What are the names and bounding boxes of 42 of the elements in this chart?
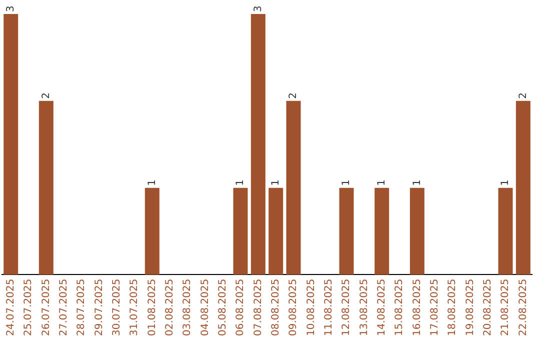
x-tick-label: 20.08.2025 [482, 278, 494, 336]
data-label: 1 [500, 179, 512, 186]
x-tick-label: 14.08.2025 [376, 278, 388, 336]
x-tick-label: 28.07.2025 [76, 278, 88, 336]
x-tick-label: 22.08.2025 [518, 278, 529, 336]
x-tick-label: 21.08.2025 [500, 278, 512, 336]
x-tick-label: 08.08.2025 [270, 278, 282, 336]
x-tick-label: 18.08.2025 [447, 278, 458, 336]
x-tick-label: 07.08.2025 [252, 278, 264, 336]
data-label: 2 [288, 92, 300, 99]
x-tick-label: 26.07.2025 [40, 278, 52, 336]
x-tick-label: 03.08.2025 [182, 278, 194, 336]
x-tick-label: 11.08.2025 [323, 278, 334, 336]
x-tick-label: 10.08.2025 [306, 278, 317, 336]
x-tick-label: 12.08.2025 [341, 278, 352, 336]
x-tick-label: 29.07.2025 [94, 278, 105, 336]
data-label: 1 [270, 179, 282, 186]
x-tick-label: 05.08.2025 [217, 278, 228, 336]
x-tick-label: 19.08.2025 [464, 278, 476, 336]
x-tick-label: 06.08.2025 [235, 278, 246, 336]
x-tick-label: 04.08.2025 [200, 278, 211, 336]
x-tick-label: 02.08.2025 [164, 278, 176, 336]
x-tick-label: 15.08.2025 [394, 278, 406, 336]
x-tick-label: 01.08.2025 [146, 278, 158, 336]
x-tick-label: 09.08.2025 [288, 278, 300, 336]
x-tick-label: 27.07.2025 [58, 278, 70, 336]
data-label: 1 [412, 179, 423, 186]
x-tick-label: 24.07.2025 [5, 278, 16, 336]
data-label: 1 [146, 179, 158, 186]
x-tick-label: 13.08.2025 [358, 278, 370, 336]
data-label: 3 [252, 6, 264, 12]
data-label: 2 [40, 92, 52, 99]
data-label: 2 [518, 92, 529, 99]
x-tick-label: 17.08.2025 [429, 278, 440, 336]
data-label: 1 [376, 179, 388, 186]
data-label: 1 [341, 179, 352, 186]
x-tick-label: 16.08.2025 [412, 278, 423, 336]
x-tick-label: 25.07.2025 [23, 278, 34, 336]
x-tick-label: 30.07.2025 [111, 278, 122, 336]
data-label: 3 [5, 6, 16, 12]
data-label: 1 [235, 179, 246, 186]
x-tick-label: 31.07.2025 [129, 278, 140, 336]
